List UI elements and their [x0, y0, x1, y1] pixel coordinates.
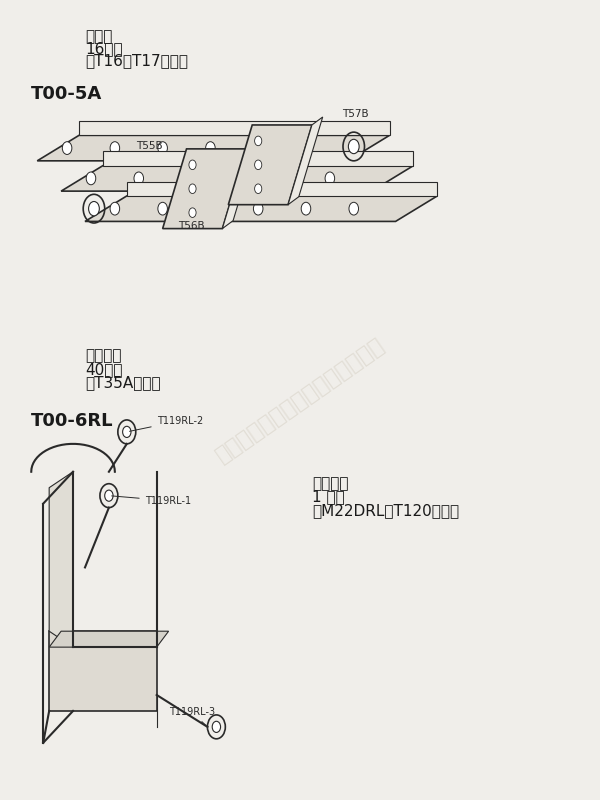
- Circle shape: [277, 172, 287, 185]
- Text: T55B: T55B: [136, 141, 163, 151]
- Circle shape: [89, 202, 100, 216]
- Circle shape: [254, 160, 262, 170]
- Circle shape: [62, 142, 72, 154]
- Text: 与M22DRL、T120连接。: 与M22DRL、T120连接。: [312, 503, 459, 518]
- Circle shape: [253, 142, 263, 154]
- Polygon shape: [49, 631, 157, 711]
- Polygon shape: [37, 135, 389, 161]
- Polygon shape: [288, 117, 323, 205]
- Text: 顶针。: 顶针。: [85, 30, 112, 44]
- Polygon shape: [127, 182, 437, 196]
- Circle shape: [86, 172, 96, 185]
- Circle shape: [325, 172, 335, 185]
- Circle shape: [349, 202, 359, 215]
- Circle shape: [182, 172, 191, 185]
- Circle shape: [158, 142, 167, 154]
- Circle shape: [189, 208, 196, 218]
- Text: T00-6RL: T00-6RL: [31, 412, 114, 430]
- Text: T119RL-1: T119RL-1: [112, 496, 191, 506]
- Circle shape: [189, 160, 196, 170]
- Polygon shape: [163, 149, 246, 229]
- Polygon shape: [79, 121, 389, 135]
- Circle shape: [134, 172, 143, 185]
- Text: 16组。: 16组。: [85, 42, 122, 56]
- Text: T00-5A: T00-5A: [31, 85, 103, 103]
- Text: 40组。: 40组。: [85, 362, 122, 377]
- Text: T119RL-2: T119RL-2: [130, 416, 203, 431]
- Text: 纹钉木。: 纹钉木。: [85, 348, 121, 363]
- Polygon shape: [49, 631, 169, 647]
- Circle shape: [158, 202, 167, 215]
- Circle shape: [206, 142, 215, 154]
- Circle shape: [110, 142, 119, 154]
- Circle shape: [122, 426, 131, 438]
- Text: T119RL-3: T119RL-3: [169, 707, 215, 725]
- Circle shape: [301, 202, 311, 215]
- Text: 辉县市鑫达纺织机械配件有限公司: 辉县市鑫达纺织机械配件有限公司: [212, 334, 388, 466]
- Circle shape: [254, 136, 262, 146]
- Circle shape: [105, 490, 113, 502]
- Circle shape: [206, 202, 215, 215]
- Circle shape: [110, 202, 119, 215]
- Polygon shape: [103, 151, 413, 166]
- Circle shape: [189, 184, 196, 194]
- Polygon shape: [61, 166, 413, 191]
- Circle shape: [230, 172, 239, 185]
- Circle shape: [349, 139, 359, 154]
- Text: T56B: T56B: [178, 221, 204, 230]
- Polygon shape: [85, 196, 437, 222]
- Circle shape: [301, 142, 311, 154]
- Circle shape: [254, 184, 262, 194]
- Circle shape: [253, 202, 263, 215]
- Polygon shape: [229, 125, 312, 205]
- Text: 保护架。: 保护架。: [312, 476, 349, 490]
- Text: 1 组。: 1 组。: [312, 490, 344, 504]
- Polygon shape: [49, 472, 73, 647]
- Text: 与T35A连接。: 与T35A连接。: [85, 375, 161, 390]
- Circle shape: [212, 722, 221, 733]
- Polygon shape: [223, 141, 257, 229]
- Text: T57B: T57B: [342, 109, 368, 119]
- Text: 与T16、T17连接。: 与T16、T17连接。: [85, 54, 188, 68]
